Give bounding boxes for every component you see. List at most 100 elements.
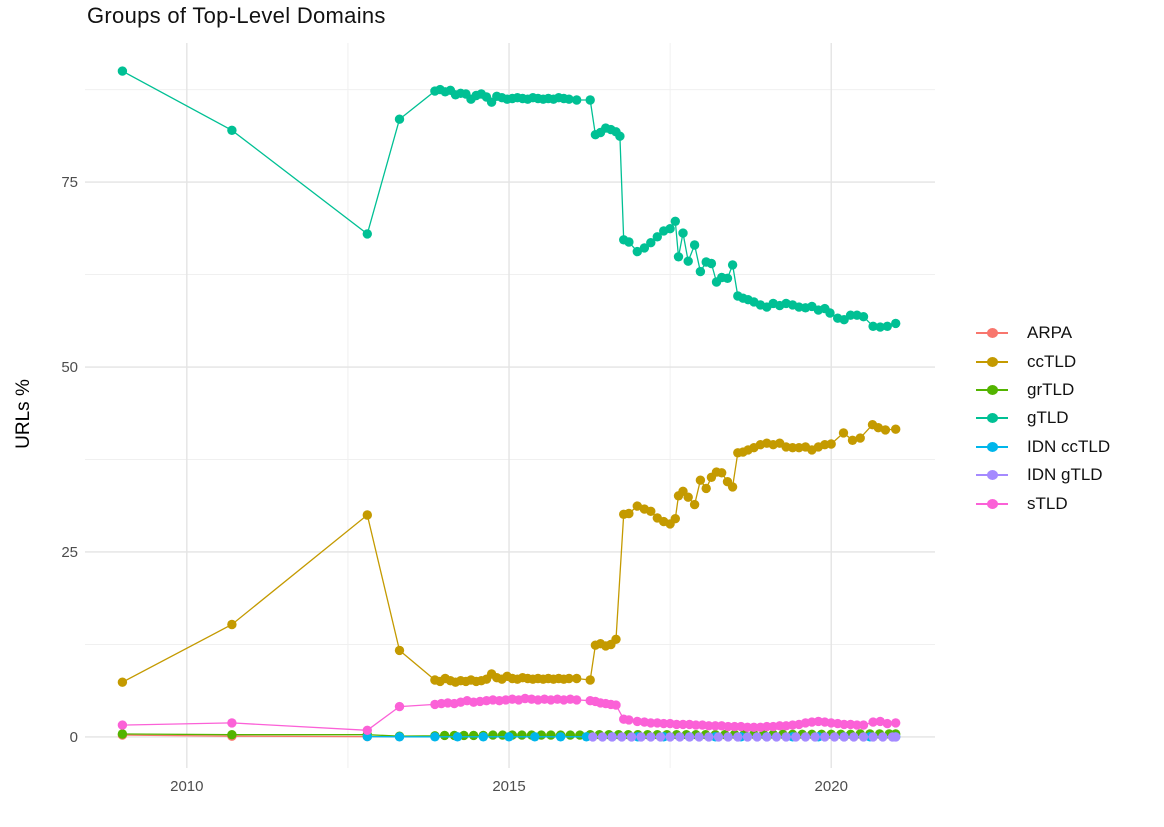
data-point-IDN-ccTLD [530, 732, 540, 742]
data-point-gTLD [868, 321, 878, 331]
data-point-IDN-gTLD [704, 732, 714, 742]
legend-key-icon [976, 327, 1008, 339]
data-point-gTLD [891, 318, 901, 329]
data-point-ccTLD [727, 482, 738, 492]
data-point-sTLD [678, 719, 688, 730]
data-point-sTLD [704, 721, 714, 731]
data-point-ccTLD [646, 506, 656, 516]
legend-label: grTLD [1027, 379, 1075, 399]
data-point-gTLD [652, 232, 662, 242]
legend-key-icon [976, 498, 1008, 510]
legend-item-IDN-gTLD: IDN gTLD [976, 461, 1110, 489]
data-point-sTLD [749, 722, 759, 732]
data-point-IDN-gTLD [723, 732, 733, 742]
data-point-gTLD [670, 216, 680, 226]
data-point-ccTLD [117, 677, 128, 687]
legend-key-dot [987, 413, 998, 424]
data-point-gTLD [689, 240, 700, 250]
data-point-gTLD [722, 273, 733, 283]
data-point-IDN-gTLD [597, 732, 608, 742]
legend: ARPA ccTLD grTLD gTLD IDN ccTLD IDN gTLD sTLD [976, 319, 1110, 518]
data-point-sTLD [723, 721, 733, 732]
data-point-gTLD [227, 125, 237, 135]
data-point-gTLD [362, 229, 372, 239]
data-point-IDN-gTLD [646, 732, 656, 742]
data-point-ccTLD [572, 673, 582, 684]
data-point-IDN-gTLD [684, 732, 695, 742]
data-point-sTLD [868, 717, 878, 727]
data-point-IDN-gTLD [713, 732, 724, 742]
data-point-ccTLD [695, 475, 706, 485]
data-point-sTLD [882, 718, 892, 729]
legend-key-icon [976, 441, 1008, 453]
data-point-grTLD [565, 730, 575, 740]
data-point-ccTLD [227, 619, 237, 630]
data-point-grTLD [117, 729, 128, 739]
data-point-sTLD [632, 716, 642, 727]
data-point-IDN-gTLD [868, 732, 878, 742]
data-point-sTLD [875, 716, 885, 727]
legend-key-dot [987, 470, 998, 481]
data-point-gTLD [646, 238, 656, 248]
data-point-IDN-gTLD [655, 732, 666, 742]
data-point-ccTLD [362, 510, 372, 520]
data-point-gTLD [624, 237, 634, 247]
data-point-IDN-gTLD [858, 732, 869, 742]
data-point-IDN-gTLD [829, 732, 840, 742]
y-tick-label: 25 [61, 543, 78, 561]
data-point-IDN-gTLD [849, 732, 859, 742]
data-point-IDN-ccTLD [394, 732, 405, 742]
data-point-IDN-gTLD [820, 732, 830, 742]
data-point-ccTLD [689, 499, 700, 510]
data-point-gTLD [632, 246, 642, 257]
legend-label: IDN gTLD [1027, 465, 1103, 485]
data-point-ccTLD [717, 468, 727, 478]
data-point-IDN-gTLD [733, 732, 743, 742]
data-point-IDN-gTLD [752, 732, 762, 742]
data-point-sTLD [858, 720, 869, 730]
data-point-grTLD [546, 730, 556, 740]
data-point-gTLD [875, 322, 885, 332]
data-point-sTLD [117, 720, 128, 730]
data-point-gTLD [572, 95, 582, 105]
data-point-ccTLD [394, 645, 405, 656]
data-point-ccTLD [585, 675, 595, 685]
data-point-gTLD [394, 114, 405, 124]
data-point-ccTLD [855, 433, 865, 443]
legend-item-gTLD: gTLD [976, 404, 1110, 432]
chart-title: Groups of Top-Level Domains [87, 3, 386, 28]
data-point-IDN-gTLD [617, 732, 627, 742]
data-point-grTLD [517, 730, 527, 740]
legend-label: IDN ccTLD [1027, 436, 1111, 456]
data-point-sTLD [362, 725, 372, 735]
data-point-IDN-gTLD [839, 732, 849, 742]
data-point-ccTLD [880, 425, 891, 435]
data-point-ccTLD [873, 423, 883, 433]
data-point-gTLD [683, 256, 693, 266]
data-point-IDN-ccTLD [430, 732, 440, 742]
data-point-ccTLD [891, 424, 901, 434]
legend-key-dot [987, 441, 998, 452]
data-point-gTLD [117, 66, 128, 76]
data-point-IDN-gTLD [791, 732, 801, 742]
data-point-sTLD [691, 720, 701, 730]
y-tick-label: 50 [61, 359, 78, 377]
data-point-gTLD [665, 224, 675, 234]
data-point-sTLD [227, 718, 237, 728]
legend-label: ARPA [1027, 323, 1073, 343]
data-point-sTLD [839, 719, 849, 730]
data-point-grTLD [488, 730, 498, 740]
data-point-grTLD [439, 730, 450, 741]
data-point-IDN-gTLD [588, 732, 598, 742]
data-point-ccTLD [632, 501, 642, 511]
data-point-IDN-ccTLD [504, 732, 514, 742]
data-point-sTLD [624, 715, 634, 725]
y-tick-label: 0 [69, 728, 78, 746]
legend-item-ccTLD: ccTLD [976, 347, 1110, 375]
data-point-IDN-gTLD [675, 732, 685, 742]
data-point-ccTLD [564, 673, 574, 684]
legend-key-dot [987, 328, 998, 339]
legend-key-icon [976, 412, 1008, 424]
data-point-gTLD [673, 252, 684, 262]
